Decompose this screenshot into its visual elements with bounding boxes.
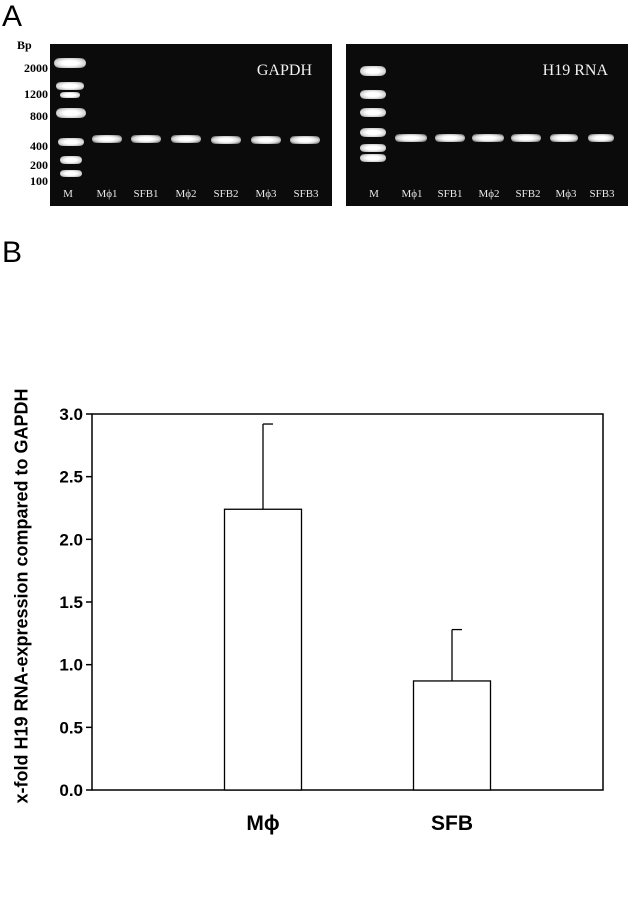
- lane-labels-h19-rna: M Mϕ1 SFB1 Mϕ2 SFB2 Mϕ3 SFB3: [346, 188, 628, 202]
- x-category-label: SFB: [431, 812, 473, 835]
- lane-label: SFB1: [133, 188, 159, 200]
- panel-b-label: B: [2, 236, 23, 269]
- y-tick-label: 2.5: [59, 468, 83, 487]
- lane-label: SFB3: [293, 188, 319, 200]
- ladder-band: [360, 66, 386, 76]
- ladder-band: [360, 154, 386, 162]
- gel-band: [550, 134, 578, 142]
- gel-band: [211, 136, 241, 144]
- gel-image-gapdh: GAPDH M Mϕ1 SFB1 Mϕ2 SFB2 Mϕ3 SFB3: [50, 44, 332, 206]
- lane-label: SFB3: [589, 188, 615, 200]
- bar: [412, 680, 492, 791]
- ladder-label-800: 800: [30, 109, 48, 123]
- ladder-label-2000: 2000: [24, 61, 48, 75]
- ladder-band: [360, 108, 386, 117]
- lane-labels-gapdh: M Mϕ1 SFB1 Mϕ2 SFB2 Mϕ3 SFB3: [50, 188, 332, 202]
- ladder-band: [360, 128, 386, 137]
- ladder-label-100: 100: [30, 174, 48, 188]
- ladder-size-labels: 2000 1200 800 400 200 100: [4, 0, 48, 200]
- y-tick-label: 1.5: [59, 593, 83, 612]
- ladder-band: [360, 144, 386, 152]
- lane-label: Mϕ2: [175, 188, 197, 200]
- bar: [223, 508, 303, 791]
- gel-band: [290, 136, 320, 144]
- bp-unit-label: Bp: [17, 38, 32, 52]
- lane-label: Mϕ1: [401, 188, 423, 200]
- panel-a-label: A: [2, 0, 23, 33]
- x-category-label: Mϕ: [246, 812, 279, 835]
- gel-band: [92, 135, 122, 143]
- ladder-label-200: 200: [30, 158, 48, 172]
- lane-label: SFB2: [213, 188, 239, 200]
- gel-band: [395, 134, 427, 142]
- y-tick-label: 1.0: [59, 656, 83, 675]
- lane-label: SFB2: [515, 188, 541, 200]
- gel-title-gapdh: GAPDH: [256, 62, 312, 79]
- lane-label: M: [63, 188, 73, 200]
- gel-band: [588, 134, 614, 142]
- lane-label: M: [369, 188, 379, 200]
- gel-image-h19-rna: H19 RNA M Mϕ1 SFB1 Mϕ2 SFB2 Mϕ3 SFB3: [346, 44, 628, 206]
- ladder-label-400: 400: [30, 139, 48, 153]
- lane-label: Mϕ3: [555, 188, 577, 200]
- plot-frame: [91, 413, 604, 791]
- gel-band: [251, 136, 281, 144]
- lane-label: SFB1: [437, 188, 463, 200]
- ladder-band: [60, 170, 82, 177]
- gel-band: [511, 134, 541, 142]
- y-tick-label: 0.0: [59, 781, 83, 800]
- lane-label: Mϕ1: [96, 188, 118, 200]
- lane-label: Mϕ3: [255, 188, 277, 200]
- gel-band: [435, 134, 465, 142]
- ladder-band: [54, 58, 86, 68]
- gel-band: [171, 135, 201, 143]
- ladder-label-1200: 1200: [24, 87, 48, 101]
- ladder-band: [56, 82, 84, 90]
- y-axis-label: x-fold H19 RNA-expression compared to GA…: [11, 388, 32, 804]
- gel-band: [131, 135, 161, 143]
- gel-band: [472, 134, 504, 142]
- ladder-band: [60, 92, 80, 98]
- ladder-band: [60, 156, 82, 164]
- ladder-band: [56, 108, 86, 118]
- gel-title-h19-rna: H19 RNA: [542, 62, 608, 79]
- y-tick-label: 3.0: [59, 405, 83, 424]
- y-tick-label: 0.5: [59, 718, 83, 737]
- ladder-band: [360, 90, 386, 99]
- y-tick-label: 2.0: [59, 530, 83, 549]
- lane-label: Mϕ2: [478, 188, 500, 200]
- ladder-band: [58, 138, 84, 146]
